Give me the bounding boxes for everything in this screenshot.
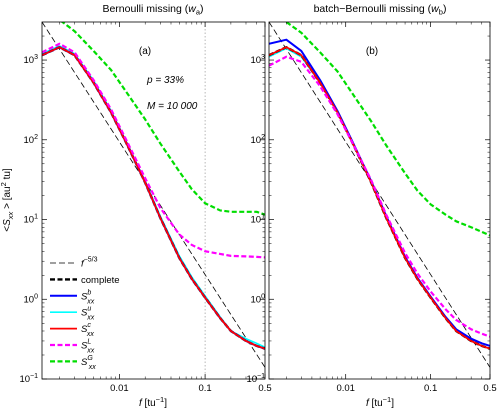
y-tick-label: 100 xyxy=(24,293,39,305)
y-tick-label: 10−1 xyxy=(246,373,265,385)
legend-label-red: Sc xx xyxy=(81,322,94,338)
series-magenta-b xyxy=(269,55,490,338)
legend-entry-ref: f−5/3 xyxy=(50,257,98,270)
series-ref-b xyxy=(269,22,490,368)
panel-b: batch−Bernoulli missing (wb) 0.01 0.1 0.51… xyxy=(246,3,496,409)
series-blue-a xyxy=(42,46,265,350)
x-tick-label: 0.1 xyxy=(198,383,211,394)
x-tick-label: 0.01 xyxy=(336,383,355,394)
series-cyan-a xyxy=(42,45,265,348)
series-blue-b xyxy=(269,38,490,347)
series-ref-a xyxy=(42,22,265,368)
series-green-a xyxy=(60,22,265,216)
panel-b-axes-box xyxy=(268,21,491,380)
series-red-b xyxy=(269,46,490,350)
panel-a-label: (a) xyxy=(139,46,151,57)
panel-b-title: batch−Bernoulli missing (wb) xyxy=(314,3,447,17)
series-complete-b xyxy=(269,45,490,350)
legend-entry-cyan: Su xx xyxy=(50,306,95,322)
series-complete-a xyxy=(42,45,265,350)
legend-entry-magenta: SL xx xyxy=(50,339,95,355)
panel-a-axes-box xyxy=(41,21,266,380)
x-tick-label: 0.1 xyxy=(424,383,437,394)
y-tick-label: 101 xyxy=(24,214,39,226)
legend-entry-red: Sc xx xyxy=(50,322,94,338)
panel-b-label: (b) xyxy=(366,46,378,57)
legend-entry-green: SG xx xyxy=(50,355,96,371)
legend-label-blue: Sb xx xyxy=(81,289,95,305)
panel-b-xlabel: f [tu−1] xyxy=(366,395,394,409)
legend-entry-complete: complete xyxy=(50,275,120,286)
panel-b-series xyxy=(269,22,490,368)
panel-a-ylabel: <Sxx > [au2 tu] xyxy=(0,168,15,232)
y-tick-label: 102 xyxy=(24,134,39,146)
y-tick-label: 102 xyxy=(251,134,266,146)
panel-a-xlabel: f [tu−1] xyxy=(139,395,167,409)
y-tick-label: 100 xyxy=(251,293,266,305)
y-tick-label: 103 xyxy=(251,54,266,66)
x-tick-label: 0.5 xyxy=(258,383,271,394)
legend-entry-blue: Sb xx xyxy=(50,289,95,305)
panel-a-series xyxy=(42,22,265,368)
legend-label-complete: complete xyxy=(81,275,120,286)
legend-label-green: SG xx xyxy=(81,355,96,371)
series-green-b xyxy=(284,22,490,237)
x-tick-label: 0.5 xyxy=(483,383,496,394)
series-magenta-a xyxy=(42,42,265,259)
legend-label-magenta: SL xx xyxy=(81,339,95,355)
legend-label-cyan: Su xx xyxy=(81,306,95,322)
annotation-p: p = 33% xyxy=(146,75,184,86)
panel-a-title: Bernoulli missing (wa) xyxy=(102,3,203,17)
y-tick-label: 103 xyxy=(24,54,39,66)
panel-a: Bernoulli missing (wa) 0.01 0.1 0.510−1100… xyxy=(0,3,272,409)
series-red-a xyxy=(42,46,265,350)
y-tick-label: 101 xyxy=(251,214,266,226)
legend-label-ref: f−5/3 xyxy=(81,257,98,270)
annotation-m: M = 10 000 xyxy=(147,101,198,112)
x-tick-label: 0.01 xyxy=(110,383,129,394)
y-tick-label: 10−1 xyxy=(19,373,38,385)
